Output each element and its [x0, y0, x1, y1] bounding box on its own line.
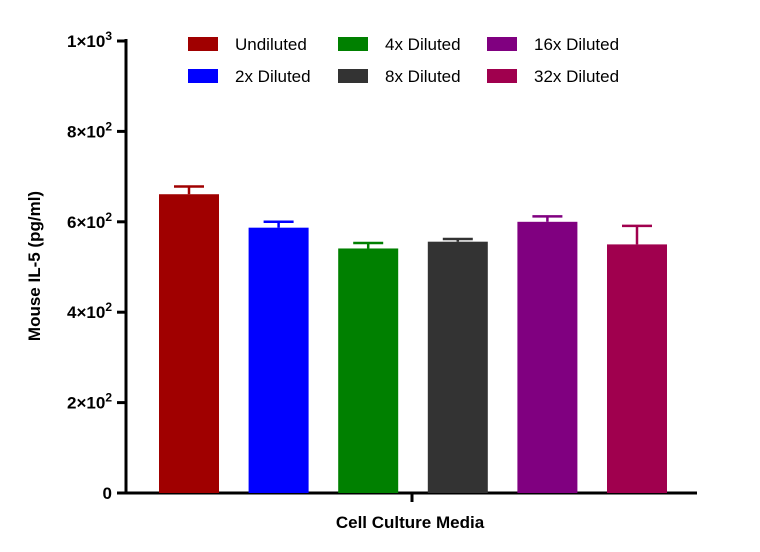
legend-item: Undiluted — [188, 35, 307, 54]
bar-undiluted — [159, 194, 219, 493]
legend: Undiluted 2x Diluted 4x Diluted 8x Diluted 1… — [188, 35, 619, 86]
legend-item: 32x Diluted — [487, 67, 619, 86]
bar-16x-diluted — [517, 221, 578, 494]
legend-label: 8x Diluted — [385, 67, 461, 86]
legend-item: 2x Diluted — [188, 67, 311, 86]
legend-label: 16x Diluted — [534, 35, 619, 54]
legend-swatch — [188, 37, 218, 51]
y-tick-label: 6×102 — [67, 210, 112, 232]
legend-swatch — [338, 69, 368, 83]
y-tick-label: 8×102 — [67, 119, 112, 141]
axes — [124, 39, 697, 502]
bar-32x-diluted — [607, 244, 667, 493]
legend-item: 16x Diluted — [487, 35, 619, 54]
legend-swatch — [487, 37, 517, 51]
legend-swatch — [487, 69, 517, 83]
x-axis-title: Cell Culture Media — [336, 513, 485, 532]
y-tick-label: 4×102 — [67, 300, 112, 322]
legend-swatch — [188, 69, 218, 83]
y-axis-title: Mouse IL-5 (pg/ml) — [25, 191, 44, 341]
y-tick-label: 2×102 — [67, 391, 112, 413]
legend-item: 8x Diluted — [338, 67, 461, 86]
bar-2x-diluted — [248, 227, 309, 493]
y-tick-label: 0 — [103, 484, 112, 503]
y-axis-ticks: 0 2×102 4×102 6×102 8×102 1×103 — [67, 29, 126, 503]
bar-8x-diluted — [427, 241, 488, 493]
legend-label: 32x Diluted — [534, 67, 619, 86]
legend-swatch — [338, 37, 368, 51]
legend-label: Undiluted — [235, 35, 307, 54]
error-bars — [174, 185, 652, 249]
legend-label: 4x Diluted — [385, 35, 461, 54]
y-tick-label: 1×103 — [67, 29, 112, 51]
legend-label: 2x Diluted — [235, 67, 311, 86]
bar-4x-diluted — [338, 248, 399, 493]
legend-item: 4x Diluted — [338, 35, 461, 54]
bars — [159, 194, 667, 494]
